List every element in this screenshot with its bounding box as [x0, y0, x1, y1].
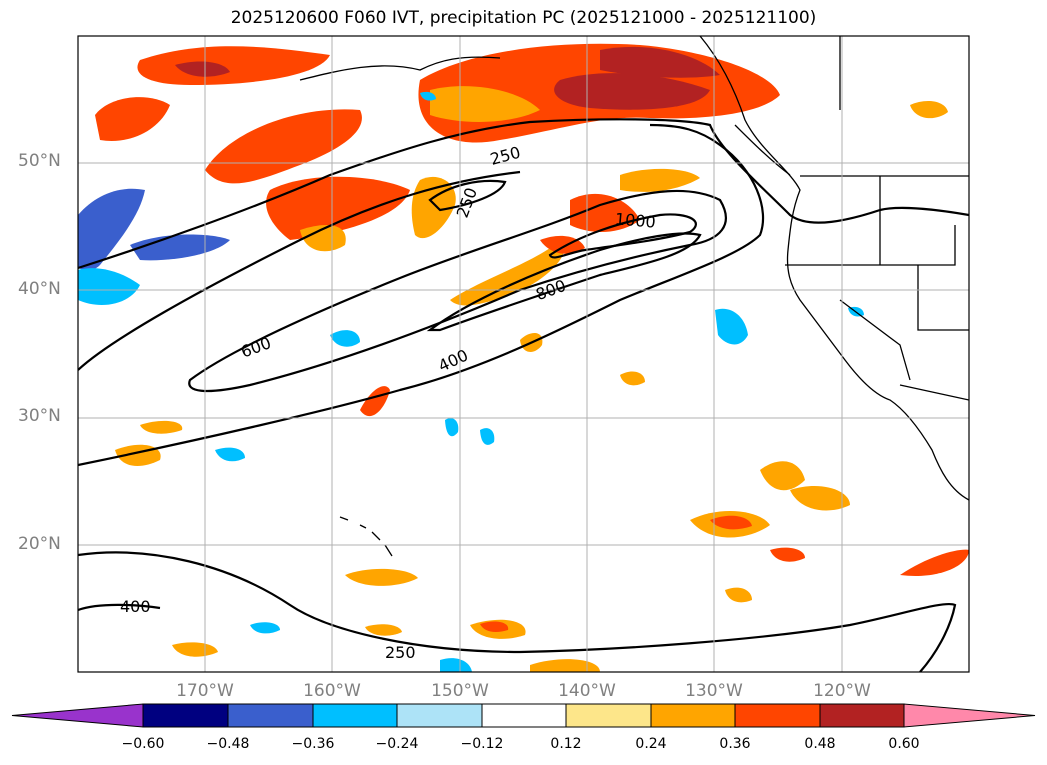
anomaly-patch: [130, 234, 230, 261]
anomaly-patch: [725, 587, 752, 603]
colorbar-segment: [734, 703, 821, 728]
anomaly-patch: [266, 176, 410, 240]
colorbar-segment: [650, 703, 736, 728]
contour-label: 250: [488, 143, 522, 169]
ivt-contour-600: [188, 189, 727, 393]
anomaly-patch: [900, 549, 969, 576]
contour-label: 400: [435, 345, 471, 375]
contour-label: 250: [385, 643, 416, 662]
lon-label: 120°W: [813, 681, 871, 701]
anomaly-patch: [554, 73, 710, 110]
lon-label: 140°W: [558, 681, 616, 701]
colorbar: [11, 703, 1036, 728]
ivt-contour-1000: [548, 213, 697, 259]
anomaly-patch: [215, 447, 245, 462]
anomaly-patch: [620, 168, 700, 192]
colorbar-extend-left: [11, 703, 144, 728]
colorbar-tick-label: −0.24: [375, 736, 419, 752]
anomaly-patch: [78, 188, 145, 271]
anomaly-patch: [300, 225, 346, 252]
anomaly-patch: [450, 240, 565, 306]
anomaly-patch: [715, 308, 748, 345]
colorbar-segment: [481, 703, 567, 728]
colorbar-tick-label: 0.48: [804, 736, 836, 752]
colorbar-tick-label: −0.12: [460, 736, 504, 752]
anomaly-patch: [365, 624, 402, 636]
anomaly-patch: [175, 61, 230, 77]
anomaly-patch: [760, 461, 805, 491]
coastlines: [299, 36, 969, 557]
anomaly-patch: [172, 642, 218, 657]
map-title: 2025120600 F060 IVT, precipitation PC (2…: [230, 8, 817, 28]
lat-label: 30°N: [18, 406, 61, 426]
contour-label: 600: [238, 333, 273, 361]
colorbar-segment: [396, 703, 483, 728]
anomaly-patch: [530, 659, 600, 672]
anomaly-patch: [790, 485, 850, 511]
ivt-contour-400-southwest: [78, 603, 161, 612]
anomaly-patch: [600, 46, 720, 78]
state-line: [917, 265, 969, 331]
graticule: [78, 36, 969, 672]
anomaly-patch: [480, 428, 495, 445]
contour-label: 1000: [614, 209, 656, 231]
ivt-contour-400-south: [78, 123, 765, 467]
anomaly-patch: [330, 330, 360, 347]
colorbar-tick-label: −0.36: [291, 736, 335, 752]
anomaly-patch: [445, 418, 459, 437]
colorbar-extend-right: [903, 703, 1036, 728]
colorbar-tick-label: 0.36: [719, 736, 751, 752]
anomaly-patch: [345, 568, 418, 586]
colorbar-segment: [565, 703, 652, 728]
anomaly-patch: [710, 515, 752, 530]
colorbar-tick-label: 0.24: [635, 736, 667, 752]
lat-label: 50°N: [18, 151, 61, 171]
colorbar-tick-label: 0.12: [550, 736, 582, 752]
anomaly-patch: [620, 371, 645, 386]
anomaly-patch: [78, 268, 140, 305]
map-frame: [77, 35, 970, 673]
ivt-contour-250: [78, 118, 969, 270]
anomaly-patch: [910, 100, 948, 119]
anomaly-patch: [205, 109, 362, 184]
anomaly-patch: [770, 547, 805, 562]
anomaly-patch: [480, 621, 509, 632]
ivt-contour-250-south: [78, 551, 957, 672]
lat-label: 40°N: [18, 279, 61, 299]
anomaly-patch: [250, 622, 280, 634]
colorbar-segment: [227, 703, 314, 728]
hawaii-islands: [339, 516, 393, 557]
colorbar-segment: [819, 703, 905, 728]
ivt-contour-800: [426, 232, 702, 332]
state-line: [785, 225, 956, 266]
us-mexico-border: [899, 384, 969, 401]
anomaly-patch: [140, 420, 183, 434]
anomaly-patch: [440, 658, 472, 672]
anomaly-patch: [420, 91, 436, 101]
lon-label: 170°W: [176, 681, 234, 701]
colorbar-segment: [142, 703, 229, 728]
anomaly-patch: [360, 386, 390, 417]
north-america-coastline: [699, 36, 969, 501]
precip-positive-anomaly: [95, 43, 969, 672]
ivt-contour-400-north: [78, 170, 521, 371]
contour-label: 250: [453, 185, 481, 220]
lon-label: 160°W: [303, 681, 361, 701]
ivt-contours: [78, 118, 969, 672]
colorbar-segment: [312, 703, 398, 728]
contour-label: 400: [120, 597, 151, 616]
lon-label: 130°W: [685, 681, 743, 701]
colorbar-tick-label: 0.60: [888, 736, 920, 752]
state-line: [839, 299, 911, 381]
lat-label: 20°N: [18, 534, 61, 554]
anomaly-patch: [95, 97, 170, 141]
colorbar-tick-label: −0.48: [206, 736, 250, 752]
anomaly-patch: [137, 46, 330, 85]
vancouver-island: [734, 124, 791, 176]
lon-label: 150°W: [431, 681, 489, 701]
alaska-coastline: [299, 56, 501, 81]
colorbar-tick-label: −0.60: [121, 736, 165, 752]
anomaly-patch: [430, 86, 540, 122]
